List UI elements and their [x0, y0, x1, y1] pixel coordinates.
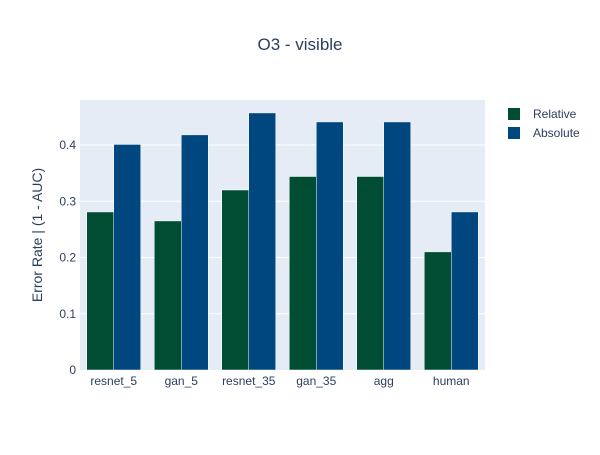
bar-relative-agg	[356, 176, 384, 371]
bar-absolute-agg	[383, 121, 411, 371]
legend-label-relative: Relative	[533, 107, 577, 121]
legend: Relative Absolute	[508, 107, 580, 140]
legend-swatch-absolute	[508, 127, 520, 139]
bar-relative-resnet_5	[86, 211, 114, 371]
bar-absolute-resnet_5	[113, 144, 141, 371]
x-tick-label: resnet_35	[222, 374, 276, 388]
x-tick-label: agg	[374, 374, 394, 388]
gridlines	[80, 144, 485, 315]
bars	[86, 112, 479, 371]
bar-relative-human	[424, 251, 452, 371]
bar-absolute-resnet_35	[248, 112, 276, 371]
bar-relative-gan_35	[289, 176, 317, 371]
bar-relative-gan_5	[154, 220, 182, 371]
legend-label-absolute: Absolute	[533, 126, 580, 140]
y-tick-label: 0.4	[59, 138, 76, 152]
x-tick-label: human	[433, 374, 470, 388]
y-tick-label: 0.1	[59, 307, 76, 321]
legend-swatch-relative	[508, 108, 520, 120]
bar-absolute-human	[451, 211, 479, 371]
x-tick-label: resnet_5	[90, 374, 137, 388]
x-axis-ticks: resnet_5 gan_5 resnet_35 gan_35 agg human	[90, 374, 469, 388]
y-axis-title: Error Rate | (1 - AUC)	[29, 168, 45, 302]
x-tick-label: gan_35	[296, 374, 336, 388]
bar-relative-resnet_35	[221, 189, 249, 371]
bar-absolute-gan_35	[316, 121, 344, 371]
bar-absolute-gan_5	[181, 134, 209, 371]
y-tick-label: 0.3	[59, 194, 76, 208]
y-tick-label: 0.2	[59, 251, 76, 265]
y-tick-label: 0	[69, 363, 76, 377]
x-tick-label: gan_5	[165, 374, 199, 388]
y-axis-ticks: 0 0.1 0.2 0.3 0.4	[59, 138, 76, 377]
chart-title: O3 - visible	[257, 35, 342, 54]
